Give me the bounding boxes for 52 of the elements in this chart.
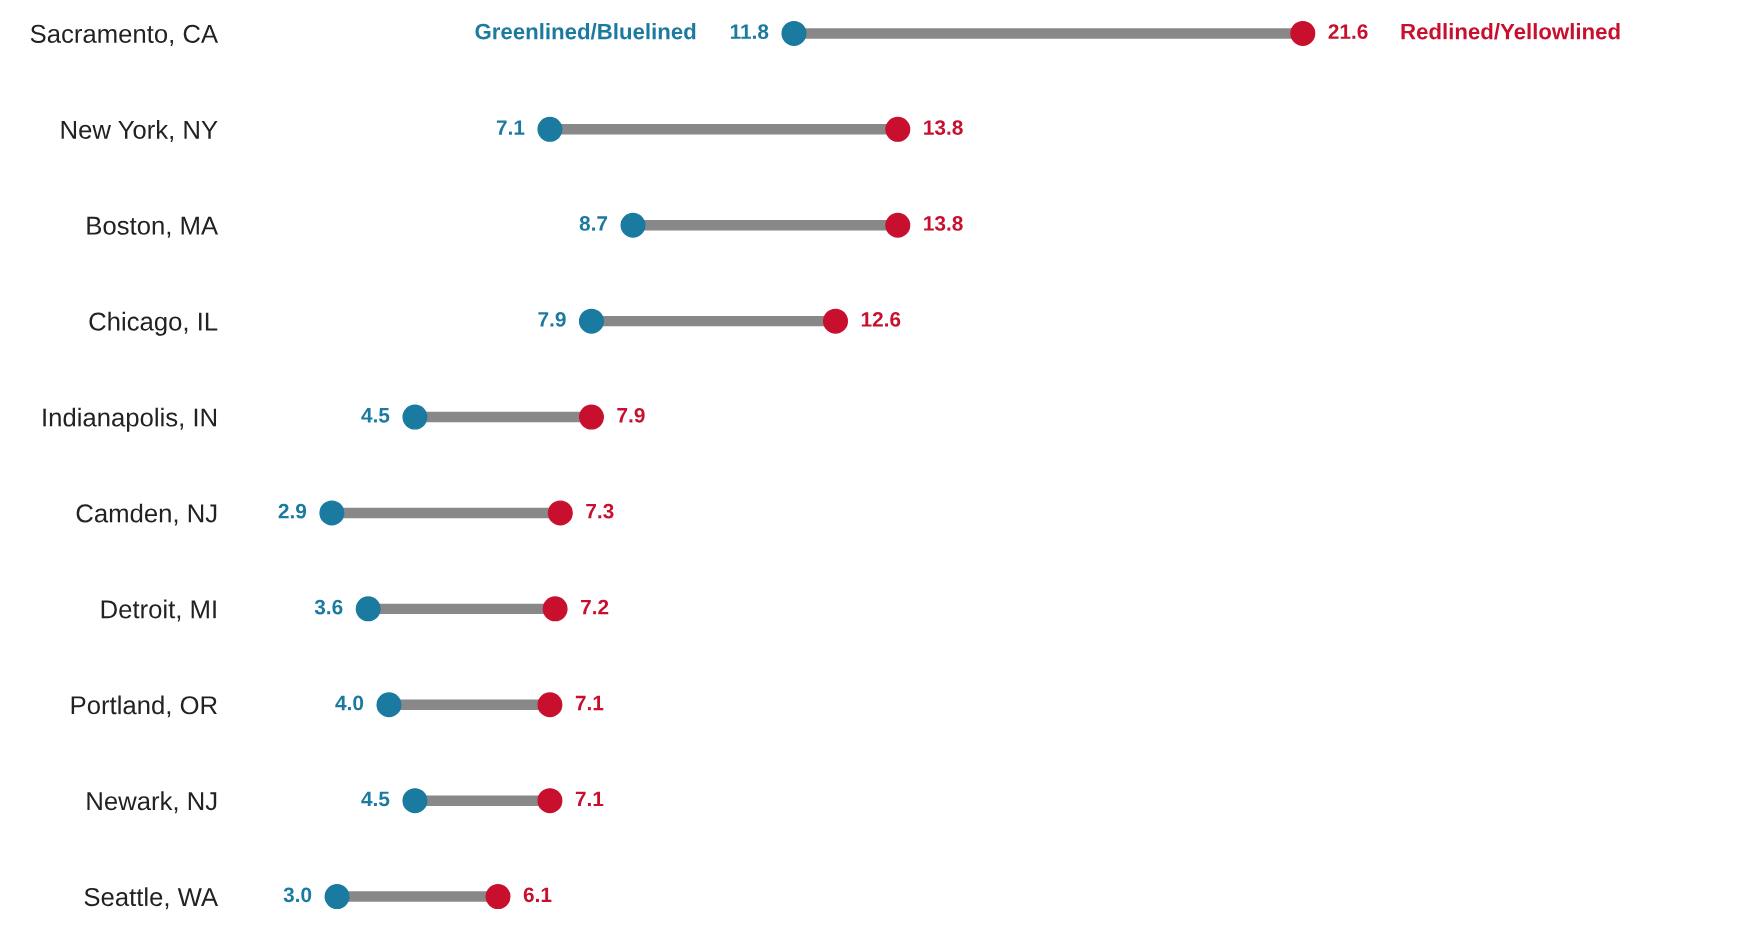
y-tick-label: Newark, NJ — [87, 791, 217, 814]
y-tick-label: Seattle, WA — [84, 887, 219, 910]
data-label: 4.5 — [361, 408, 390, 423]
point — [620, 212, 646, 238]
y-tick-label: Boston, MA — [87, 216, 219, 238]
y-tick-label: Detroit, MI — [101, 599, 216, 622]
data-label: 7.1 — [575, 791, 604, 807]
point — [578, 308, 604, 334]
data-label: 13.8 — [924, 120, 963, 135]
data-label: 13.8 — [924, 216, 963, 231]
data-label: 2.9 — [278, 503, 307, 519]
point — [1290, 20, 1316, 46]
data-label: 7.9 — [538, 311, 566, 327]
y-tick-label: Sacramento, CA — [30, 24, 219, 47]
y-tick-label: Portland, OR — [71, 695, 217, 718]
point — [578, 404, 604, 430]
point — [537, 788, 563, 814]
point — [376, 692, 402, 718]
text: Redlined/Yellowlined — [1401, 23, 1620, 40]
point — [537, 116, 563, 142]
point — [885, 116, 911, 142]
point — [823, 308, 849, 334]
point — [542, 596, 568, 622]
data-label: 7.3 — [586, 503, 614, 519]
y-tick-label: Indianapolis, IN — [43, 407, 217, 432]
y-tick-label: Chicago, IL — [89, 311, 218, 336]
data-label: 4.5 — [361, 791, 390, 807]
point — [547, 500, 573, 526]
point — [885, 212, 911, 238]
data-label: 4.0 — [335, 695, 364, 711]
data-label: 7.1 — [496, 120, 525, 135]
data-label: 12.6 — [861, 311, 901, 327]
data-label: 7.9 — [617, 407, 645, 423]
point — [319, 500, 345, 526]
point — [402, 404, 428, 430]
data-label: 21.6 — [1328, 24, 1368, 40]
y-tick-label: New York, NY — [61, 120, 218, 142]
y-tick-label: Camden, NJ — [76, 503, 217, 526]
data-label: 3.6 — [314, 599, 343, 615]
point — [485, 884, 511, 910]
point — [781, 20, 807, 46]
data-label: 3.0 — [283, 887, 312, 903]
data-label: 8.7 — [579, 216, 608, 231]
data-label: 7.2 — [581, 599, 609, 615]
point — [402, 788, 428, 814]
data-label: 7.1 — [575, 695, 604, 711]
data-label: 11.8 — [730, 24, 769, 40]
point — [537, 692, 563, 718]
point — [324, 884, 350, 910]
point — [355, 596, 381, 622]
data-label: 6.1 — [523, 887, 552, 903]
text: Greenlined/Bluelined — [475, 23, 696, 40]
